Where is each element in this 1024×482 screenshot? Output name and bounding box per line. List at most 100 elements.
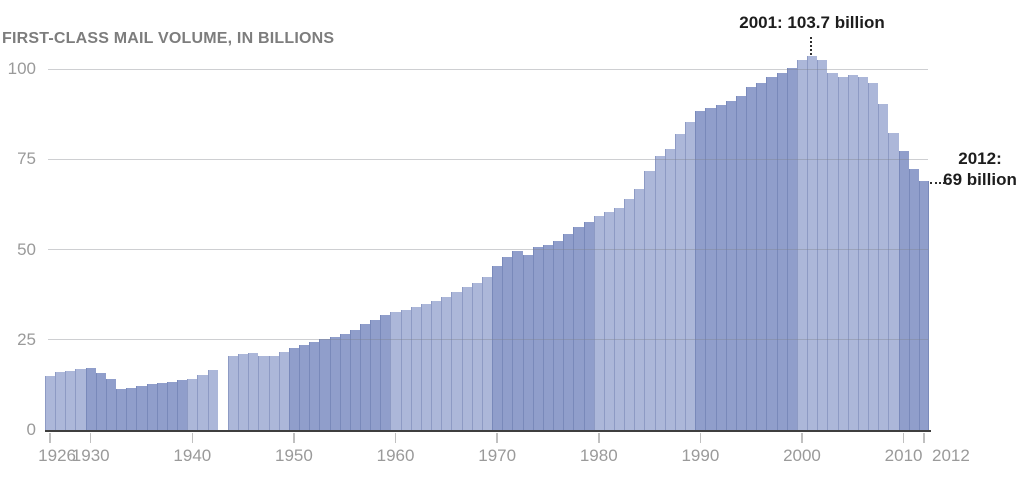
- bar-1968: [471, 283, 482, 430]
- bar-1945: [238, 354, 249, 430]
- bar-2012: [918, 180, 929, 430]
- bar-1985: [644, 170, 655, 430]
- bar-2007: [868, 83, 879, 430]
- bar-1987: [664, 149, 675, 430]
- annotation-2012-line1: 2012:: [958, 149, 1002, 168]
- bar-1993: [725, 100, 736, 430]
- bar-1967: [461, 287, 472, 430]
- bar-1977: [563, 233, 574, 430]
- bar-1981: [603, 212, 614, 430]
- x-axis-tick-1990: [699, 433, 702, 443]
- bar-1940: [187, 378, 198, 430]
- y-axis-tick-label-75: 75: [17, 149, 36, 169]
- bar-1938: [166, 381, 178, 430]
- bar-1998: [776, 73, 787, 430]
- bar-1964: [431, 301, 442, 430]
- gridline-25: [48, 339, 928, 341]
- gridline-100: [48, 68, 928, 70]
- bar-1933: [116, 389, 127, 430]
- bar-1990: [695, 111, 706, 430]
- bar-1986: [654, 155, 665, 430]
- bar-2011: [908, 168, 919, 430]
- bar-1960: [390, 312, 401, 430]
- bar-1966: [451, 292, 462, 430]
- x-axis-line: [45, 430, 931, 433]
- gridline-75: [48, 158, 928, 160]
- bar-1980: [593, 215, 604, 430]
- bar-1989: [685, 122, 696, 430]
- x-axis-tick-label-1970: 1970: [478, 446, 517, 465]
- gridline-50: [48, 249, 928, 250]
- bar-1988: [674, 133, 686, 430]
- annotation-2012: 2012: 69 billion: [938, 148, 1022, 190]
- bar-1936: [146, 383, 157, 430]
- bar-1946: [248, 353, 259, 430]
- bar-1944: [227, 355, 239, 430]
- bar-1950: [288, 348, 300, 430]
- bar-2009: [888, 132, 899, 430]
- bar-1951: [299, 344, 310, 430]
- bar-2001: [807, 55, 818, 430]
- bar-1979: [583, 222, 594, 430]
- bar-1961: [400, 309, 411, 430]
- bar-1984: [634, 188, 645, 430]
- x-axis-tick-2012: [923, 433, 925, 443]
- bar-1931: [95, 373, 106, 430]
- x-axis-tick-1950: [293, 433, 295, 443]
- bar-1932: [105, 379, 117, 430]
- bar-1962: [410, 306, 421, 430]
- bar-1948: [268, 355, 279, 430]
- bar-1928: [65, 370, 76, 430]
- y-axis-tick-label-100: 100: [7, 59, 36, 78]
- bar-1956: [349, 329, 360, 430]
- annotation-2012-line2: 69 billion: [943, 170, 1017, 189]
- bar-1954: [329, 336, 340, 430]
- x-axis-tick-2010: [902, 433, 905, 443]
- bar-1929: [75, 368, 86, 430]
- bar-1955: [339, 333, 350, 430]
- bar-1941: [197, 374, 208, 430]
- y-axis-tick-label-50: 50: [17, 239, 36, 259]
- bar-1934: [126, 388, 137, 430]
- bar-1996: [756, 83, 767, 430]
- x-axis-tick-label-1960: 1960: [376, 446, 415, 465]
- x-axis-tick-1930: [89, 433, 92, 443]
- x-axis-tick-label-1950: 1950: [275, 446, 313, 465]
- bar-1957: [359, 324, 371, 430]
- bar-1959: [380, 315, 391, 430]
- bar-1976: [553, 240, 564, 430]
- bar-1974: [532, 246, 543, 430]
- bar-1926: [45, 375, 56, 430]
- x-axis-tick-1960: [394, 433, 397, 443]
- bar-1991: [705, 107, 716, 430]
- bar-1937: [156, 382, 167, 430]
- bar-2003: [827, 72, 838, 430]
- bar-1939: [177, 380, 188, 430]
- bar-1975: [542, 244, 554, 430]
- x-axis-tick-2000: [801, 433, 803, 443]
- bar-2005: [847, 74, 858, 430]
- bar-2010: [898, 150, 909, 430]
- y-axis-tick-label-0: 0: [26, 420, 36, 439]
- bar-1969: [481, 277, 493, 430]
- bar-1935: [136, 385, 147, 430]
- bar-1965: [441, 296, 452, 430]
- bar-2006: [857, 77, 869, 430]
- bar-2004: [837, 77, 848, 430]
- bar-1930: [85, 367, 96, 430]
- x-axis-tick-label-2012: 2012: [931, 446, 970, 465]
- bar-2000: [796, 59, 808, 430]
- x-axis-tick-label-1990: 1990: [681, 446, 720, 465]
- bar-1947: [258, 356, 269, 430]
- bar-1978: [573, 227, 584, 430]
- bar-1973: [522, 254, 533, 430]
- bar-1963: [420, 304, 432, 430]
- bar-1949: [278, 352, 289, 430]
- x-axis-tick-1970: [496, 433, 498, 443]
- bar-1992: [715, 104, 726, 430]
- x-axis-tick-1926: [49, 433, 51, 443]
- bar-1982: [614, 208, 625, 430]
- bar-1994: [735, 95, 747, 430]
- bar-1953: [319, 339, 330, 430]
